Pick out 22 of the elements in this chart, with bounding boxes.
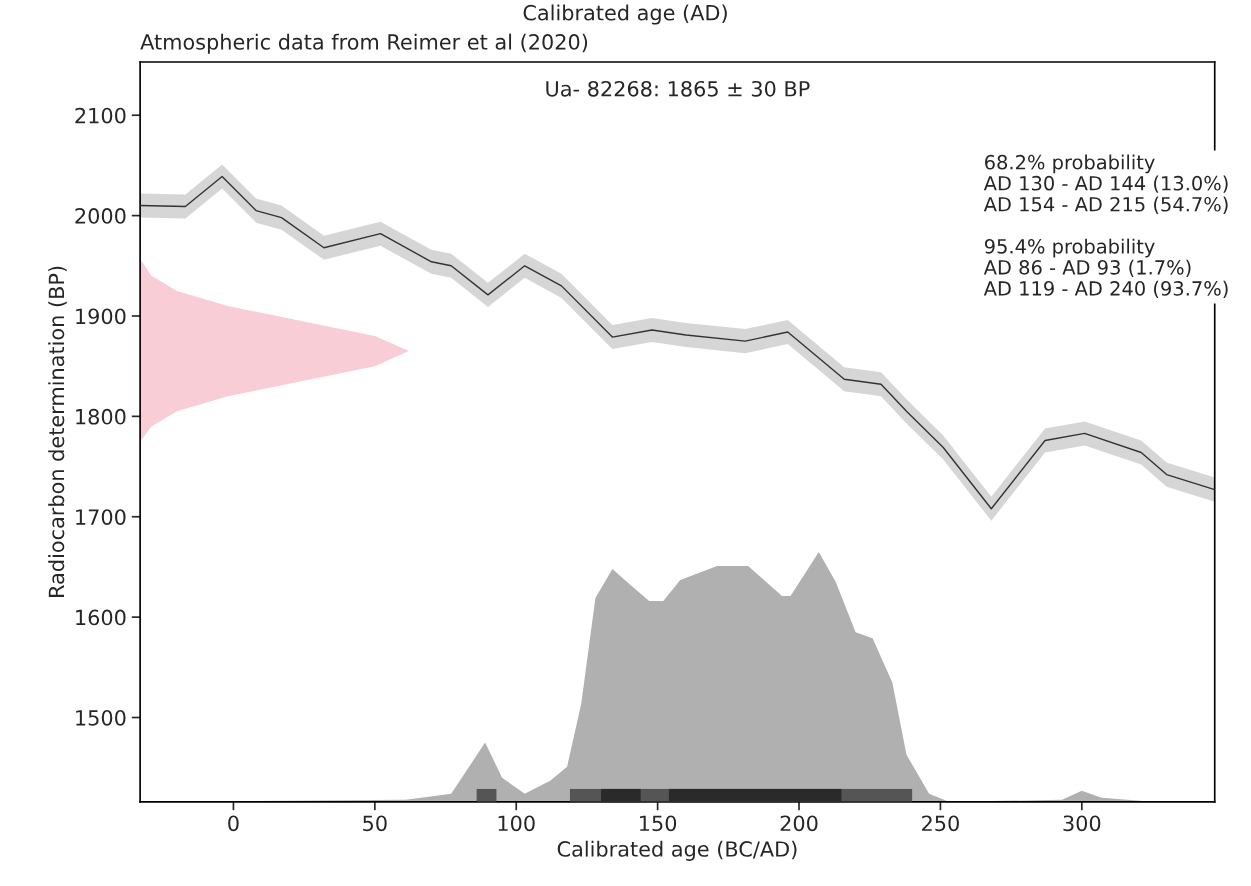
- x-tick-label: 150: [640, 815, 677, 832]
- x-tick-label: 100: [498, 815, 535, 832]
- text: 68.2% probability AD 130 - AD 144 (13.0%) AD 154 - AD 215 (54.7%) 95.4% probability AD 86 - AD 93 (1.7%) AD 119 - AD 240 (93.7%): [983, 154, 1228, 299]
- bar: [601, 788, 641, 802]
- chart-subtitle: Atmospheric data from Reimer et al (2020): [140, 33, 588, 54]
- y-tick-label: 1500: [76, 709, 126, 726]
- x-tick-label: 300: [1063, 815, 1101, 832]
- y-tick-label: 2000: [75, 208, 126, 224]
- x-tick-label: 50: [363, 815, 387, 832]
- bar: [668, 788, 842, 802]
- y-tick-label: 1900: [76, 308, 126, 325]
- y-tick-label: 2100: [75, 107, 126, 124]
- x-tick-label: 200: [780, 815, 818, 832]
- annotation: Ua- 82268: 1865 ± 30 BP: [546, 80, 810, 97]
- y-tick-label: 1700: [76, 509, 126, 525]
- chart-title: Calibrated age (AD): [523, 4, 727, 25]
- y-tick-label: 1800: [76, 408, 126, 425]
- y-tick-label: 1600: [76, 609, 126, 626]
- x-axis-title: Calibrated age (BC/AD): [557, 840, 797, 861]
- y-axis-title: Radiocarbon determination (BP): [48, 266, 67, 597]
- x-tick-label: 250: [922, 815, 959, 832]
- x-tick-label: 0: [228, 815, 239, 832]
